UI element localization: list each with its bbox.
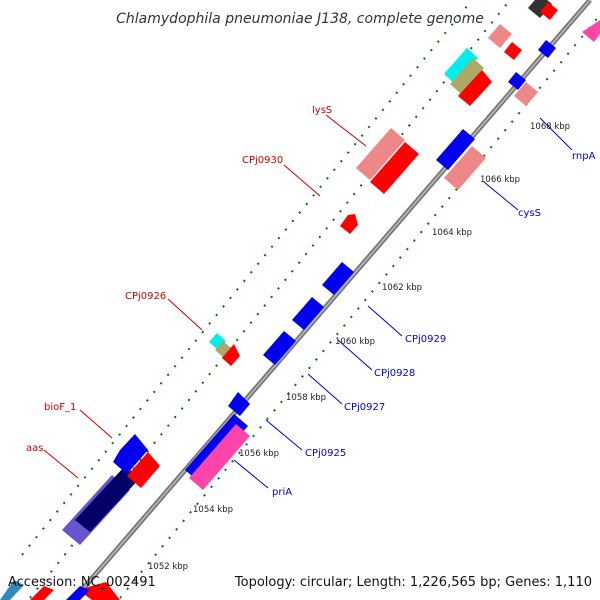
label-CPj0930: CPj0930: [242, 155, 283, 166]
gene-priA[interactable]: [189, 424, 250, 490]
leader-CPj0928: [337, 339, 373, 371]
leader-priA: [233, 459, 269, 489]
scale-label-1058: 1058 kbp: [286, 393, 326, 403]
leader-cysS: [483, 181, 519, 211]
gene-bioF_1[interactable]: [113, 434, 148, 474]
scale-label-1064: 1064 kbp: [432, 228, 472, 238]
gene-CPj0927[interactable]: [263, 331, 296, 365]
reverse-genes: [78, 2, 600, 600]
label-CPj0927: CPj0927: [344, 402, 385, 413]
scale-label-1068: 1068 kbp: [530, 122, 570, 132]
forward-labels: lysS CPj0930 CPj0926 bioF_1 aas: [26, 105, 367, 479]
label-lysS: lysS: [312, 105, 332, 116]
scale-label-1060: 1060 kbp: [335, 337, 375, 347]
label-CPj0929: CPj0929: [405, 334, 446, 345]
scale-labels: 1052 kbp 1054 kbp 1056 kbp 1058 kbp 1060…: [148, 122, 570, 572]
leader-bioF_1: [79, 409, 113, 439]
leader-CPj0927: [307, 373, 343, 405]
scale-label-1066: 1066 kbp: [480, 175, 520, 185]
gene-CPj0926-c[interactable]: [222, 344, 240, 366]
genome-axis-highlight: [74, 0, 591, 599]
label-CPj0926: CPj0926: [125, 291, 166, 302]
gene-pink-top[interactable]: [488, 24, 512, 48]
gene-bottom-red[interactable]: [78, 582, 120, 600]
label-cysS: cysS: [518, 208, 541, 219]
gene-bottom-left-a[interactable]: [0, 580, 24, 600]
scale-label-1062: 1062 kbp: [382, 283, 422, 293]
gene-lysS-adj[interactable]: [370, 142, 419, 194]
leader-CPj0925: [265, 419, 303, 451]
gene-bottom-left-c[interactable]: [66, 586, 90, 600]
gene-red-small-top[interactable]: [504, 42, 522, 60]
gene-small-blue-a[interactable]: [508, 72, 526, 90]
gene-olive-top[interactable]: [450, 58, 484, 94]
reverse-labels: rnpA cysS CPj0929 CPj0928 CPj0927 CPj092…: [233, 117, 596, 498]
label-rnpA: rnpA: [572, 151, 596, 162]
label-aas: aas: [26, 443, 43, 454]
gene-cysS-blue[interactable]: [436, 129, 475, 170]
gene-pink-right[interactable]: [582, 20, 600, 42]
outer-tick-track: [29, 0, 511, 599]
label-priA: priA: [272, 487, 292, 498]
gene-cyan-top[interactable]: [444, 48, 478, 84]
leader-CPj0929: [367, 305, 403, 337]
gene-bottom-left-b[interactable]: [30, 586, 54, 600]
leader-aas: [43, 449, 79, 479]
leader-rnpA: [539, 117, 573, 151]
gene-aas-dark[interactable]: [75, 466, 140, 532]
label-CPj0928: CPj0928: [374, 368, 415, 379]
forward-genes: [62, 0, 552, 545]
gene-small-blue-b[interactable]: [538, 40, 556, 58]
gene-small-red-b[interactable]: [540, 2, 558, 20]
gene-CPj0929[interactable]: [322, 262, 354, 295]
gene-CPj0930[interactable]: [340, 214, 358, 234]
gene-CPj0928[interactable]: [292, 297, 324, 330]
outer-tick-track-2: [21, 0, 473, 556]
gene-bioF-adj[interactable]: [127, 452, 160, 488]
scale-label-1054: 1054 kbp: [193, 505, 233, 515]
gene-rnpA[interactable]: [514, 82, 538, 106]
scale-label-1052: 1052 kbp: [148, 562, 188, 572]
leader-CPj0930: [283, 164, 321, 197]
gene-red-top[interactable]: [458, 70, 492, 106]
map-title: Chlamydophila pneumoniae J138, complete …: [116, 11, 484, 27]
gene-lysS[interactable]: [356, 128, 405, 180]
accession-text: Accession: NC_002491: [8, 575, 156, 590]
gene-CPj0925[interactable]: [228, 392, 250, 416]
gene-cysS[interactable]: [444, 146, 486, 190]
leader-CPj0926: [167, 298, 203, 331]
leader-lysS: [325, 114, 367, 147]
label-bioF_1: bioF_1: [44, 402, 76, 413]
scale-label-1056: 1056 kbp: [239, 449, 279, 459]
topology-text: Topology: circular; Length: 1,226,565 bp…: [234, 575, 592, 590]
label-CPj0925: CPj0925: [305, 448, 346, 459]
